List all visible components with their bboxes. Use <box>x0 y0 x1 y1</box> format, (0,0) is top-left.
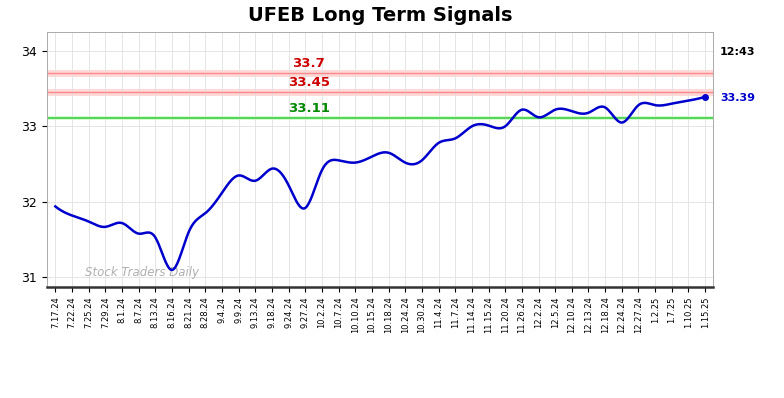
Text: 33.11: 33.11 <box>288 102 329 115</box>
Bar <box>47 70 713 77</box>
Text: 12:43: 12:43 <box>720 47 756 57</box>
Text: Stock Traders Daily: Stock Traders Daily <box>85 266 199 279</box>
Text: 33.7: 33.7 <box>292 57 325 70</box>
Text: 33.39: 33.39 <box>720 94 755 103</box>
Text: 33.45: 33.45 <box>288 76 329 89</box>
Bar <box>47 116 713 120</box>
Bar <box>47 89 713 96</box>
Title: UFEB Long Term Signals: UFEB Long Term Signals <box>248 6 513 25</box>
